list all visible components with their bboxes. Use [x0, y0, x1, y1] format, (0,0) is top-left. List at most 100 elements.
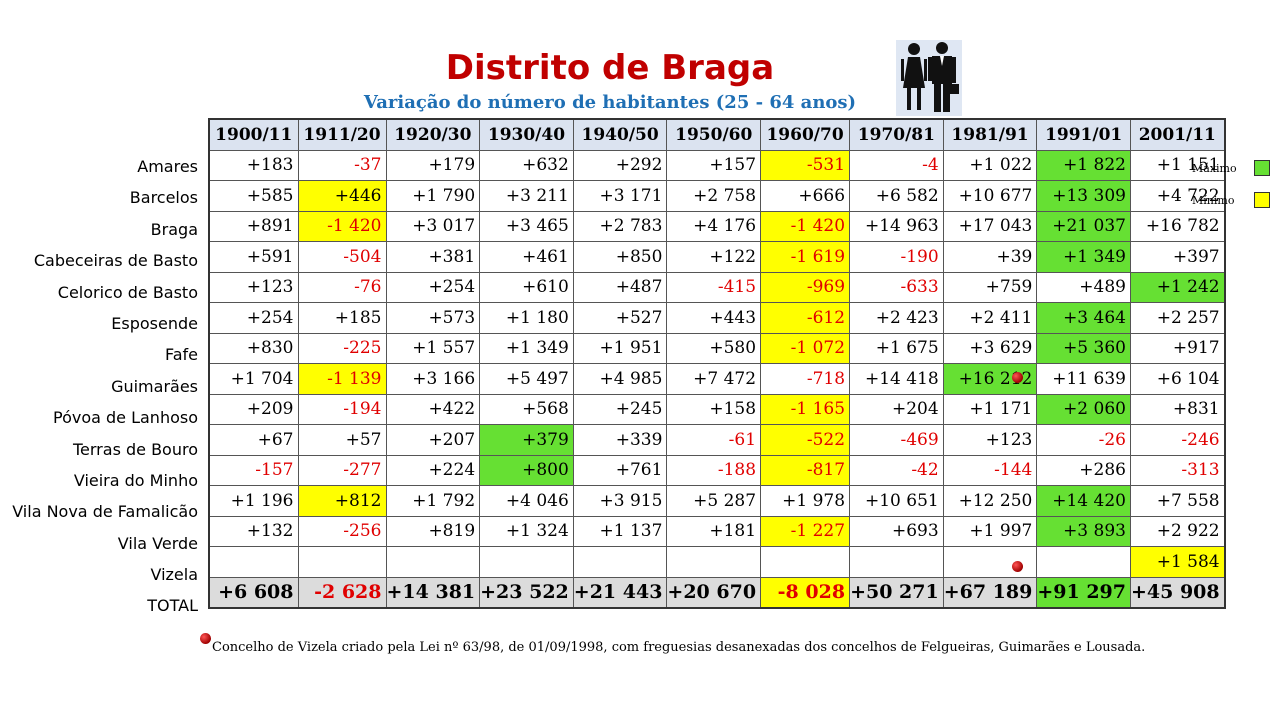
table-cell: +185 — [297, 302, 387, 334]
data-table: 1900/11 1911/20 1920/30 1930/40 1940/50 1950/… — [208, 118, 1226, 609]
table-cell: +2 257 — [1129, 302, 1226, 334]
column-header: 1900/11 — [208, 118, 299, 151]
table-cell — [572, 546, 668, 578]
table-cell: +891 — [208, 210, 299, 242]
legend-label-min: Mínimo — [1192, 194, 1235, 207]
table-cell: +5 360 — [1036, 332, 1131, 364]
table-cell: +7 472 — [666, 363, 762, 395]
table-cell: -469 — [849, 424, 944, 456]
table-cell: +21 443 — [572, 576, 668, 609]
table-cell: +4 722 — [1129, 180, 1226, 212]
table-row: +132 -256 +819 +1 324 +1 137 +181 -1 227 +693 +1… — [208, 515, 1226, 547]
people-icon — [896, 40, 962, 116]
table-cell: +6 104 — [1129, 363, 1226, 395]
table-cell: +14 963 — [849, 210, 944, 242]
row-label: Celorico de Basto — [57, 282, 198, 302]
table-cell: -817 — [760, 454, 851, 486]
table-cell: +14 418 — [849, 363, 944, 395]
table-cell: +183 — [208, 149, 299, 181]
table-cell: +3 464 — [1036, 302, 1131, 334]
table-row: +591 -504 +381 +461 +850 +122 -1 619 -190 +39 +1 … — [208, 241, 1226, 273]
table-cell: +527 — [572, 302, 668, 334]
table-cell: +12 250 — [942, 485, 1038, 517]
table-cell: -1 072 — [760, 332, 851, 364]
table-cell: +3 166 — [385, 363, 481, 395]
table-row: +209 -194 +422 +568 +245 +158 -1 165 +204 +1 171… — [208, 393, 1226, 425]
column-header: 1960/70 — [760, 118, 851, 151]
table-cell: +2 060 — [1036, 393, 1131, 425]
table-cell: +67 189 — [942, 576, 1038, 609]
row-label: Terras de Bouro — [72, 439, 198, 459]
table-cell: +292 — [572, 149, 668, 181]
table-cell: +1 137 — [572, 515, 668, 547]
table-cell: +917 — [1129, 332, 1226, 364]
table-cell: +1 022 — [942, 149, 1038, 181]
table-cell: +179 — [385, 149, 481, 181]
table-cell: +3 893 — [1036, 515, 1131, 547]
table-cell — [297, 546, 387, 578]
table-cell: +3 211 — [479, 180, 574, 212]
table-cell: +2 411 — [942, 302, 1038, 334]
table-cell: +4 176 — [666, 210, 762, 242]
table-cell: +10 677 — [942, 180, 1038, 212]
table-cell: +3 915 — [572, 485, 668, 517]
table-cell: -1 227 — [760, 515, 851, 547]
footnote-marker-icon — [1012, 561, 1023, 572]
table-cell: +632 — [479, 149, 574, 181]
table-cell: +224 — [385, 454, 481, 486]
table-cell: +1 584 — [1129, 546, 1226, 578]
total-label: TOTAL — [147, 596, 198, 616]
table-cell: +21 037 — [1036, 210, 1131, 242]
row-label: Póvoa de Lanhoso — [52, 408, 198, 428]
column-header: 1930/40 — [479, 118, 574, 151]
table-row: +891 -1 420 +3 017 +3 465 +2 783 +4 176 -1 420… — [208, 210, 1226, 242]
table-cell: +830 — [208, 332, 299, 364]
table-cell: +487 — [572, 271, 668, 303]
column-header: 2001/11 — [1129, 118, 1226, 151]
table-cell: +7 558 — [1129, 485, 1226, 517]
chart-title: Distrito de Braga — [445, 48, 775, 88]
table-cell: +16 782 — [1129, 210, 1226, 242]
table-cell: +204 — [849, 393, 944, 425]
table-cell: -718 — [760, 363, 851, 395]
table-cell: +245 — [572, 393, 668, 425]
table-cell: +17 043 — [942, 210, 1038, 242]
row-label: Vieira do Minho — [73, 470, 198, 490]
table-cell: +443 — [666, 302, 762, 334]
table-cell: +1 196 — [208, 485, 299, 517]
table-cell: +759 — [942, 271, 1038, 303]
footnote-marker-icon — [1012, 372, 1023, 383]
legend-swatch-max — [1254, 160, 1270, 176]
table-cell: -1 619 — [760, 241, 851, 273]
table-cell: +14 420 — [1036, 485, 1131, 517]
table-cell: +580 — [666, 332, 762, 364]
table-cell: +591 — [208, 241, 299, 273]
table-cell: -2 628 — [297, 576, 387, 609]
table-cell: +20 670 — [666, 576, 762, 609]
table-cell: +800 — [479, 454, 574, 486]
table-cell: +1 171 — [942, 393, 1038, 425]
table-cell — [208, 546, 299, 578]
table-cell: +446 — [297, 180, 387, 212]
table-cell: +209 — [208, 393, 299, 425]
row-label: Cabeceiras de Basto — [33, 251, 198, 271]
row-label: Guimarães — [111, 376, 198, 396]
table-cell — [479, 546, 574, 578]
table-cell: +1 822 — [1036, 149, 1131, 181]
column-header: 1981/91 — [942, 118, 1038, 151]
table-cell: +57 — [297, 424, 387, 456]
table-cell: -1 165 — [760, 393, 851, 425]
table-row: -157 -277 +224 +800 +761 -188 -817 -42 -144 +286-… — [208, 454, 1226, 486]
table-cell: +3 465 — [479, 210, 574, 242]
column-header: 1950/60 — [666, 118, 762, 151]
table-cell: -37 — [297, 149, 387, 181]
table-cell — [942, 546, 1038, 578]
table-cell: -969 — [760, 271, 851, 303]
table-cell: +812 — [297, 485, 387, 517]
table-cell: +2 758 — [666, 180, 762, 212]
row-labels: Amares Barcelos Braga Cabeceiras de Basto Ce… — [0, 151, 198, 622]
row-label: Esposende — [111, 313, 198, 333]
table-cell: +3 017 — [385, 210, 481, 242]
table-row: +123 -76 +254 +610 +487 -415 -969 -633 +759 +489 +… — [208, 271, 1226, 303]
table-cell: +422 — [385, 393, 481, 425]
